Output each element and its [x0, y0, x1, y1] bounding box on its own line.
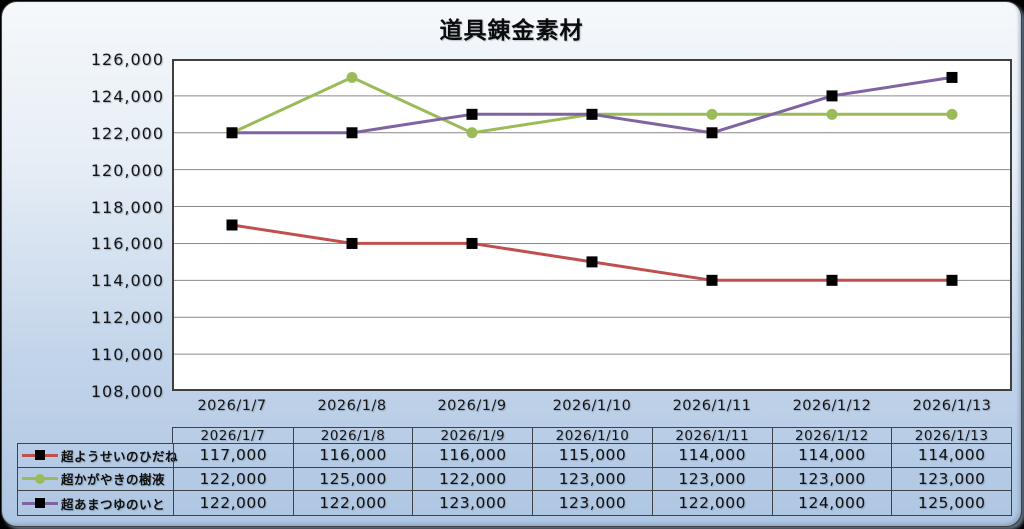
y-axis-tick-label: 112,000: [90, 308, 164, 328]
table-header-cell: 2026/1/12: [771, 428, 892, 444]
data-table-header-row: 2026/1/7 2026/1/8 2026/1/9 2026/1/10 2026/1/…: [172, 427, 1012, 444]
x-axis-label: 2026/1/11: [672, 398, 752, 414]
table-header-cell: 2026/1/10: [532, 428, 652, 444]
legend-key-icon: [22, 448, 58, 462]
data-point-marker: [466, 108, 478, 120]
table-value-cell: 122,000: [292, 491, 413, 515]
plot-background: [172, 59, 1012, 391]
y-axis-tick-label: 114,000: [90, 271, 164, 291]
table-value-cell: 123,000: [891, 467, 1011, 492]
series-name-label: 超ようせいのひだね: [61, 448, 179, 464]
series-name-label: 超あまつゆのいと: [61, 496, 166, 512]
y-axis-tick-label: 122,000: [90, 123, 164, 143]
data-point-marker: [226, 127, 238, 139]
table-row-legend-cell: 超あまつゆのいと: [18, 491, 173, 515]
y-axis-tick-label: 108,000: [90, 382, 164, 401]
data-point-marker: [346, 127, 358, 139]
table-value-cell: 114,000: [891, 444, 1011, 468]
table-header-cell: 2026/1/9: [412, 428, 532, 444]
x-axis-label: 2026/1/8: [317, 398, 387, 414]
table-value-cell: 123,000: [532, 467, 652, 492]
table-value-cell: 123,000: [651, 467, 772, 492]
y-axis-tick-label: 126,000: [90, 50, 164, 69]
data-point-marker: [826, 108, 838, 120]
table-row-legend-cell: 超かがやきの樹液: [18, 468, 173, 492]
data-point-marker: [586, 256, 598, 268]
y-axis-tick-label: 118,000: [90, 197, 164, 217]
plot-area: [172, 59, 1012, 391]
data-point-marker: [466, 127, 478, 139]
table-value-cell: 124,000: [771, 491, 892, 515]
data-point-marker: [946, 108, 958, 120]
table-header-cell: 2026/1/13: [891, 428, 1011, 444]
table-value-cell: 123,000: [532, 491, 652, 515]
legend-marker-square-icon: [35, 450, 45, 461]
legend-key-icon: [22, 496, 58, 510]
table-value-cell: 115,000: [532, 444, 652, 468]
x-axis-label: 2026/1/9: [437, 398, 507, 414]
data-point-marker: [706, 108, 718, 120]
data-point-marker: [826, 90, 838, 102]
data-point-marker: [946, 71, 958, 83]
legend-marker-circle-icon: [35, 473, 45, 484]
data-point-marker: [826, 274, 838, 286]
table-value-cell: 122,000: [173, 491, 293, 515]
data-point-marker: [346, 237, 358, 249]
y-axis-tick-label: 110,000: [90, 345, 164, 365]
table-value-cell: 116,000: [292, 444, 413, 468]
data-point-marker: [346, 71, 358, 83]
x-axis-label: 2026/1/12: [792, 398, 872, 414]
x-axis-label: 2026/1/7: [197, 398, 267, 414]
y-axis-tick-label: 124,000: [90, 86, 164, 106]
data-point-marker: [706, 127, 718, 139]
table-value-cell: 117,000: [173, 444, 293, 468]
table-value-cell: 116,000: [412, 444, 533, 468]
table-header-cell: 2026/1/11: [651, 428, 772, 444]
chart-title: 道具錬金素材: [439, 18, 584, 44]
data-point-marker: [226, 219, 238, 231]
table-value-cell: 125,000: [891, 491, 1011, 515]
data-point-marker: [706, 274, 718, 286]
table-header-cell: 2026/1/8: [292, 428, 413, 444]
table-value-cell: 114,000: [771, 444, 892, 468]
table-row-legend-cell: 超ようせいのひだね: [18, 444, 178, 468]
table-value-cell: 123,000: [412, 491, 532, 515]
legend-key-icon: [22, 472, 58, 486]
table-value-cell: 122,000: [651, 491, 772, 515]
y-axis-tick-label: 116,000: [90, 234, 164, 254]
data-point-marker: [946, 274, 958, 286]
x-axis-label: 2026/1/10: [552, 398, 632, 414]
table-value-cell: 123,000: [771, 467, 892, 492]
plot-border: [172, 59, 1012, 391]
y-axis-tick-label: 120,000: [90, 160, 164, 180]
data-point-marker: [586, 108, 598, 120]
table-header-cell: 2026/1/7: [200, 428, 266, 444]
series-name-label: 超かがやきの樹液: [61, 472, 166, 488]
table-value-cell: 122,000: [412, 467, 533, 492]
line-chart: [172, 59, 1012, 391]
table-value-cell: 125,000: [292, 467, 413, 492]
data-table-body: 超ようせいのひだね 117,000 116,000 116,000 115,000 114…: [17, 443, 1012, 516]
x-axis-label: 2026/1/13: [912, 398, 992, 414]
table-value-cell: 114,000: [651, 444, 772, 468]
legend-marker-square-icon: [35, 498, 45, 509]
table-value-cell: 122,000: [173, 467, 293, 492]
data-point-marker: [466, 237, 478, 249]
